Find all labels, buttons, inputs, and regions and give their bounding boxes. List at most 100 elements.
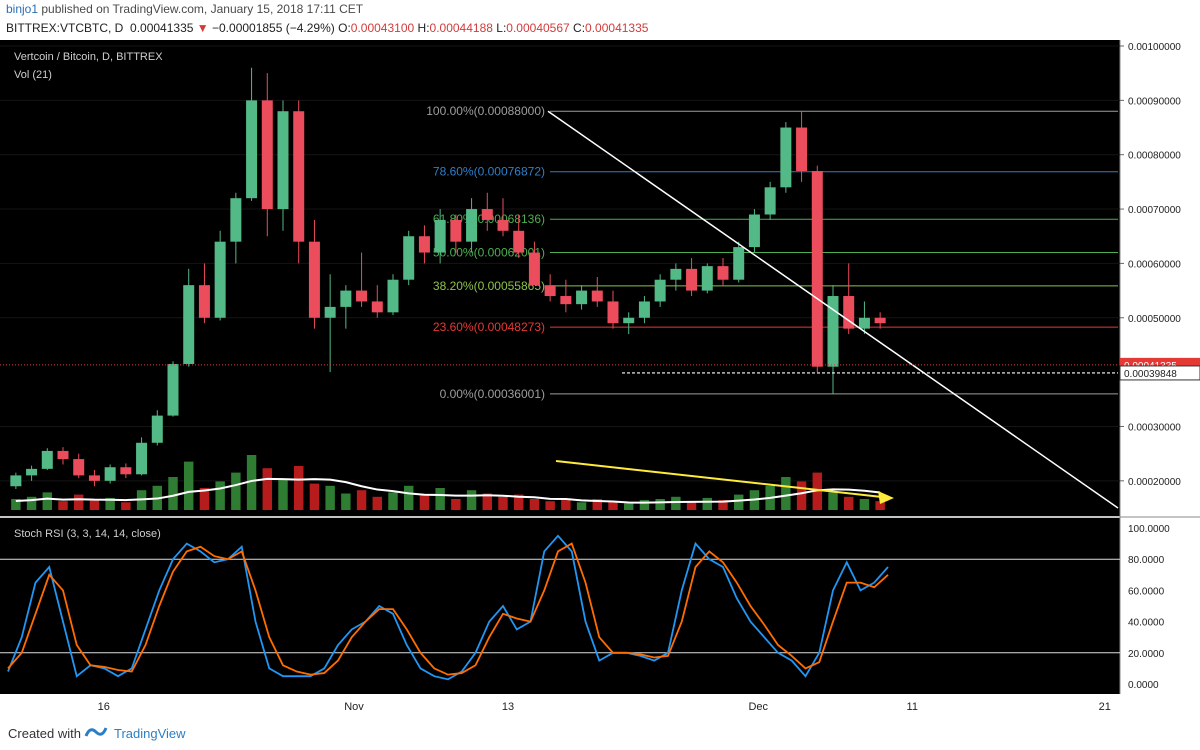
stoch-tick-label: 40.0000	[1128, 618, 1165, 629]
price-tick-label: 0.00050000	[1128, 314, 1181, 325]
author-link[interactable]: binjo1	[6, 2, 39, 16]
candle-body	[843, 296, 855, 329]
candle-body	[576, 290, 588, 305]
candle-body	[874, 317, 886, 324]
open-value: 0.00043100	[350, 21, 415, 35]
candle-body	[827, 296, 839, 367]
stoch-axis-ticks: 100.0000 80.0000 60.0000 40.0000 20.0000 0.00…	[1128, 524, 1170, 691]
volume-bar	[435, 488, 445, 510]
volume-bar	[482, 493, 492, 510]
volume-bar	[781, 477, 791, 510]
candle-body	[670, 268, 682, 280]
volume-bar	[231, 472, 241, 510]
stoch-k-line	[7, 534, 889, 681]
candle-body	[450, 219, 462, 242]
price-axis-ticks: 0.00100000 0.00090000 0.00080000 0.00070000…	[1120, 42, 1181, 488]
candle-body	[277, 111, 289, 210]
volume-bar	[796, 481, 807, 510]
volume-bar	[309, 483, 320, 510]
candle-body	[308, 241, 320, 318]
close-label: C:	[573, 21, 586, 35]
price-change: −0.00001855 (−4.29%)	[212, 21, 335, 35]
candle-body	[796, 127, 808, 172]
candle-body	[591, 290, 603, 302]
candle-body	[151, 415, 163, 443]
candle-body	[434, 219, 446, 253]
fib-level-label: 23.60%(0.00048273)	[433, 320, 545, 334]
time-label: 13	[502, 701, 514, 713]
candle-body	[638, 301, 650, 318]
volume-bar	[718, 500, 728, 510]
candle-body	[26, 468, 38, 476]
candle-body	[607, 301, 619, 324]
volume-bar	[702, 497, 712, 510]
last-price: 0.00041335	[130, 21, 194, 35]
volume-bar	[58, 501, 68, 510]
volume-bar	[529, 499, 540, 510]
candle-body	[513, 230, 525, 253]
candle-body	[371, 301, 383, 313]
publish-text: published on TradingView.com, January 15…	[41, 2, 364, 16]
price-tick-label: 0.00080000	[1128, 151, 1181, 162]
candle-body	[811, 171, 823, 367]
price-chart[interactable]: 100.00%(0.00088000)78.60%(0.00076872)61.…	[0, 40, 1200, 716]
candle-body	[214, 241, 226, 318]
volume-bar	[734, 494, 744, 510]
time-axis: 16Nov13Dec1121201815Feb	[98, 701, 1111, 713]
stoch-tick-label: 100.0000	[1128, 524, 1170, 535]
volume-bar	[639, 500, 650, 510]
volume-bar	[466, 490, 477, 510]
candle-body	[246, 100, 258, 199]
fib-level-label: 0.00%(0.00036001)	[440, 387, 545, 401]
volume-bar	[576, 502, 587, 510]
tradingview-brand[interactable]: TradingView	[114, 726, 186, 741]
volume-bar	[608, 501, 618, 510]
time-label: 16	[98, 701, 110, 713]
volume-bar	[498, 496, 508, 510]
volume-bar	[199, 488, 210, 510]
volume-bar	[875, 501, 885, 510]
down-arrow-icon: ▼	[196, 21, 209, 35]
volume-decline-arrow[interactable]	[555, 460, 883, 498]
candle-body	[764, 187, 776, 215]
created-with-text: Created with	[8, 726, 81, 741]
volume-bar	[215, 481, 225, 510]
volume-bar	[168, 477, 178, 510]
trendline[interactable]	[547, 110, 1119, 509]
candle-body	[466, 209, 478, 242]
volume-bar	[419, 494, 430, 510]
candle-body	[230, 198, 242, 242]
low-label: L:	[496, 21, 507, 35]
high-label: H:	[417, 21, 430, 35]
fib-level-label: 38.20%(0.00055865)	[433, 279, 545, 293]
fib-level-label: 50.00%(0.00062001)	[433, 246, 545, 260]
fib-retracement[interactable]: 100.00%(0.00088000)78.60%(0.00076872)61.…	[426, 104, 1118, 401]
candle-body	[10, 475, 22, 487]
price-tick-label: 0.00070000	[1128, 205, 1181, 216]
volume-bar	[89, 500, 100, 510]
volume-bar	[561, 500, 571, 510]
volume-bar	[184, 461, 194, 510]
volume-ma-line	[15, 477, 881, 504]
candle-body	[120, 467, 132, 475]
stoch-pane-title: Stoch RSI (3, 3, 14, 14, close)	[14, 528, 161, 540]
stoch-tick-label: 0.0000	[1128, 680, 1159, 691]
volume-bar	[356, 490, 367, 510]
candle-body	[340, 290, 352, 307]
candle-body	[136, 442, 148, 475]
candle-body	[560, 296, 572, 305]
price-tick-label: 0.00030000	[1128, 422, 1181, 433]
volume-bar	[404, 485, 414, 510]
candle-body	[167, 363, 179, 416]
stoch-levels	[0, 558, 1120, 654]
candle-body	[497, 219, 509, 231]
chart-header: binjo1 published on TradingView.com, Jan…	[0, 0, 1200, 40]
candle-body	[780, 127, 792, 188]
candle-body	[57, 450, 69, 460]
volume-bar	[671, 496, 681, 510]
volume-bar	[624, 503, 634, 510]
volume-bar	[246, 455, 257, 510]
candle-body	[41, 450, 53, 469]
volume-bar	[859, 499, 870, 510]
volume-bar	[105, 497, 115, 510]
